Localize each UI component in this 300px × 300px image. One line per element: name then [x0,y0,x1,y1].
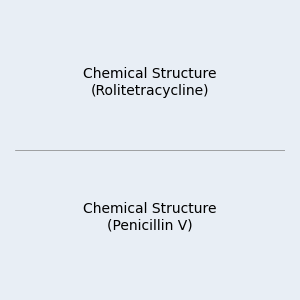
Text: Chemical Structure
(Penicillin V): Chemical Structure (Penicillin V) [83,202,217,232]
Text: Chemical Structure
(Rolitetracycline): Chemical Structure (Rolitetracycline) [83,68,217,98]
